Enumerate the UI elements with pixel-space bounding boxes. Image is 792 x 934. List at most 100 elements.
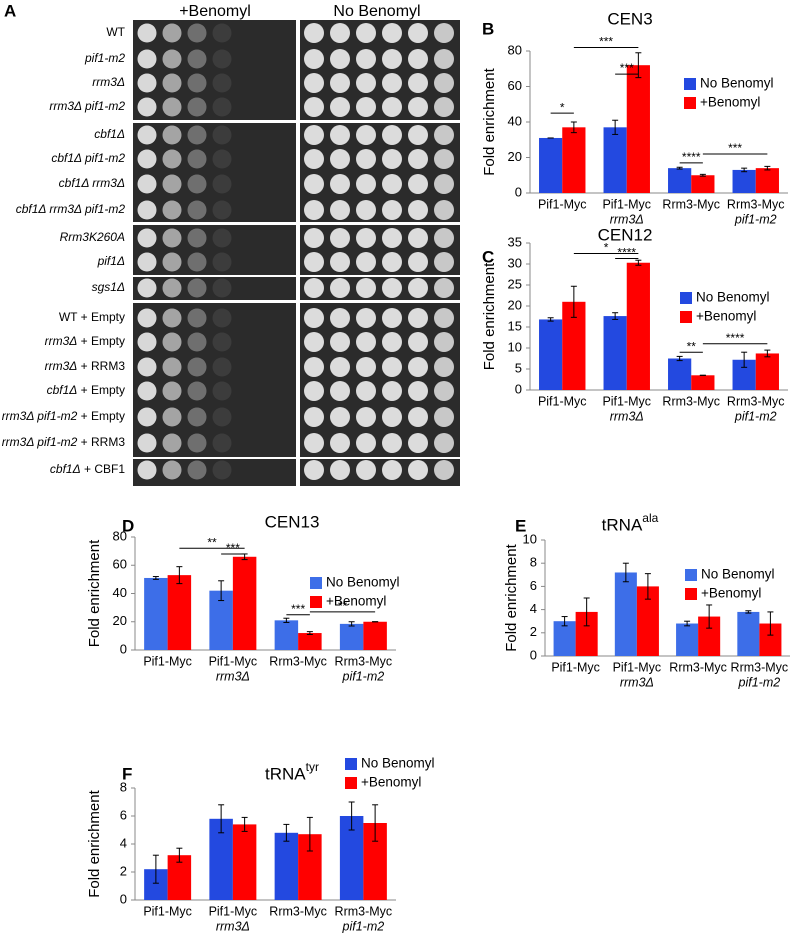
spot: [330, 381, 350, 401]
spot: [330, 174, 350, 194]
y-tick-label: 6: [120, 807, 127, 822]
spot: [263, 408, 282, 427]
spot: [356, 23, 376, 43]
y-tick-label: 10: [508, 339, 522, 354]
legend-swatch: [684, 97, 696, 109]
y-tick-label: 25: [508, 276, 522, 291]
legend-swatch: [345, 777, 357, 789]
legend-label: +Benomyl: [361, 775, 421, 790]
error-bar: [152, 854, 159, 884]
spot: [408, 149, 428, 169]
x-tick-label: Rrm3-Myc: [335, 904, 393, 918]
spot: [162, 332, 182, 352]
spot: [304, 433, 324, 453]
spot: [263, 24, 282, 43]
error-bar: [684, 620, 691, 627]
spot: [304, 174, 324, 194]
chart-title: CEN12: [598, 225, 653, 244]
spot: [212, 228, 232, 248]
spot: [162, 407, 182, 427]
x-tick-label: Pif1-Myc: [209, 654, 258, 668]
x-tick-label: Pif1-Myc: [613, 660, 662, 674]
spot: [187, 97, 207, 117]
spot: [304, 460, 324, 480]
bar: [755, 353, 779, 390]
spot: [408, 252, 428, 272]
y-tick-label: 6: [530, 578, 537, 593]
legend-label: +Benomyl: [326, 594, 386, 609]
spot: [137, 174, 157, 194]
spot: [330, 308, 350, 328]
spot: [137, 433, 157, 453]
spot: [408, 357, 428, 377]
spot: [356, 49, 376, 69]
panel-letter: A: [4, 1, 16, 20]
strain-label: WT: [106, 25, 125, 39]
spot: [162, 460, 182, 480]
spot: [238, 253, 257, 272]
bar: [562, 127, 586, 193]
spot: [304, 73, 324, 93]
strain-label: WT + Empty: [59, 310, 125, 324]
spot: [408, 308, 428, 328]
bar: [626, 65, 650, 193]
x-tick-label: rrm3Δ: [620, 675, 654, 689]
spot: [330, 278, 350, 298]
spot: [187, 23, 207, 43]
spot: [187, 332, 207, 352]
spot: [263, 74, 282, 93]
strain-label: cbf1Δ + Empty: [47, 383, 125, 397]
x-tick-label: Rrm3-Myc: [731, 660, 789, 674]
spot: [212, 357, 232, 377]
bar: [676, 623, 699, 656]
error-bar: [241, 816, 248, 832]
spot: [434, 252, 454, 272]
spot: [382, 407, 402, 427]
spot: [382, 49, 402, 69]
spot: [162, 252, 182, 272]
spot: [382, 278, 402, 298]
spot: [408, 97, 428, 117]
panel-letter: B: [482, 19, 494, 38]
spot: [137, 460, 157, 480]
bar: [167, 855, 192, 900]
spot: [263, 50, 282, 69]
spot: [408, 381, 428, 401]
spot: [137, 23, 157, 43]
spot: [187, 381, 207, 401]
strain-label: rrm3Δ pif1-m2 + Empty: [2, 409, 125, 423]
bar: [553, 621, 576, 656]
spot: [212, 332, 232, 352]
spot: [408, 228, 428, 248]
x-tick-label: pif1-m2: [342, 919, 385, 933]
spot: [382, 308, 402, 328]
spot: [212, 278, 232, 298]
bar: [232, 824, 257, 900]
bar: [603, 127, 627, 193]
legend-swatch: [680, 311, 692, 323]
chart-title: CEN3: [607, 9, 652, 28]
spot: [238, 279, 257, 298]
significance-label: **: [207, 535, 217, 549]
spot: [187, 49, 207, 69]
spot: [212, 407, 232, 427]
spot: [434, 200, 454, 220]
strain-label: rrm3Δ: [92, 75, 125, 89]
bar: [363, 621, 387, 650]
x-tick-label: Rrm3-Myc: [269, 654, 327, 668]
bar: [144, 577, 168, 650]
significance-label: **: [687, 339, 697, 353]
bar: [575, 611, 598, 656]
spot: [137, 278, 157, 298]
error-bar: [635, 52, 642, 79]
spot: [263, 126, 282, 145]
spot: [330, 407, 350, 427]
legend-swatch: [680, 292, 692, 304]
plate: [133, 303, 296, 457]
error-bar: [348, 801, 355, 831]
spot: [408, 332, 428, 352]
spot: [238, 434, 257, 453]
significance-label: ****: [682, 150, 701, 164]
spot: [137, 149, 157, 169]
spot: [304, 278, 324, 298]
